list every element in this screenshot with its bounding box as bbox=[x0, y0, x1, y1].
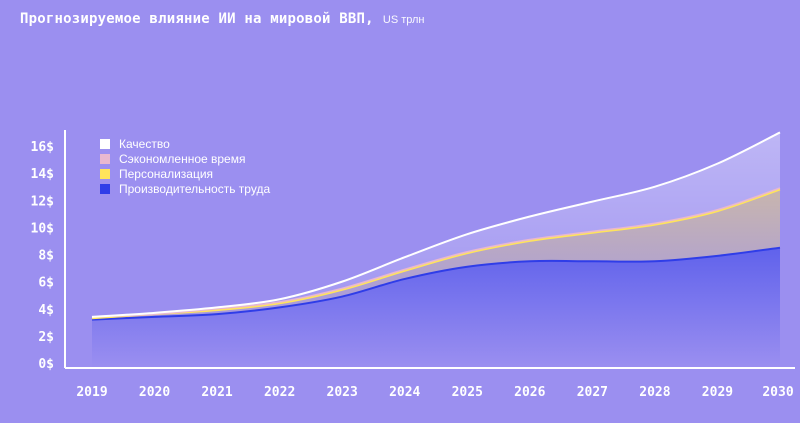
legend-item-quality: Качество bbox=[100, 136, 270, 151]
x-tick-label: 2021 bbox=[201, 385, 232, 400]
y-tick-label: 6$ bbox=[38, 276, 54, 291]
legend-swatch-personalization bbox=[100, 168, 110, 179]
legend-label-personalization: Персонализация bbox=[119, 166, 214, 181]
y-tick-label: 0$ bbox=[38, 357, 54, 372]
series-line-personalization bbox=[91, 188, 781, 320]
legend-item-personalization: Персонализация bbox=[100, 166, 270, 181]
legend-item-productivity: Производительность труда bbox=[100, 181, 270, 196]
legend: Качество Сэкономленное время Персонализа… bbox=[100, 136, 270, 196]
legend-swatch-productivity bbox=[100, 183, 110, 194]
y-tick-label: 16$ bbox=[31, 140, 54, 155]
x-tick-label: 2023 bbox=[327, 385, 358, 400]
x-tick-label: 2027 bbox=[577, 385, 608, 400]
y-tick-label: 2$ bbox=[38, 330, 54, 345]
series-line-time-saved bbox=[91, 187, 781, 318]
legend-swatch-quality bbox=[100, 138, 110, 149]
x-tick-label: 2020 bbox=[139, 385, 170, 400]
y-tick-label: 4$ bbox=[38, 303, 54, 318]
y-tick-label: 12$ bbox=[31, 194, 54, 209]
x-tick-label: 2019 bbox=[76, 385, 107, 400]
x-tick-label: 2026 bbox=[514, 385, 545, 400]
chart-title: Прогнозируемое влияние ИИ на мировой ВВП… bbox=[20, 8, 425, 27]
chart-unit: US трлн bbox=[382, 14, 425, 26]
legend-item-time-saved: Сэкономленное время bbox=[100, 151, 270, 166]
series-line-productivity bbox=[91, 246, 781, 321]
legend-label-quality: Качество bbox=[119, 136, 170, 151]
legend-label-productivity: Производительность труда bbox=[119, 181, 271, 196]
x-tick-label: 2030 bbox=[762, 385, 793, 400]
x-tick-label: 2024 bbox=[389, 385, 420, 400]
y-tick-label: 10$ bbox=[31, 221, 54, 236]
legend-label-time-saved: Сэкономленное время bbox=[119, 151, 246, 166]
legend-swatch-time-saved bbox=[100, 153, 110, 164]
x-tick-label: 2028 bbox=[639, 385, 670, 400]
y-tick-label: 14$ bbox=[31, 167, 54, 182]
x-tick-label: 2025 bbox=[452, 385, 483, 400]
y-tick-label: 8$ bbox=[38, 249, 54, 264]
series-line-quality bbox=[91, 131, 781, 318]
x-tick-label: 2029 bbox=[702, 385, 733, 400]
area-personalization bbox=[92, 189, 780, 320]
area-productivity bbox=[92, 247, 780, 368]
x-tick-label: 2022 bbox=[264, 385, 295, 400]
chart-title-text: Прогнозируемое влияние ИИ на мировой ВВП… bbox=[20, 11, 374, 27]
